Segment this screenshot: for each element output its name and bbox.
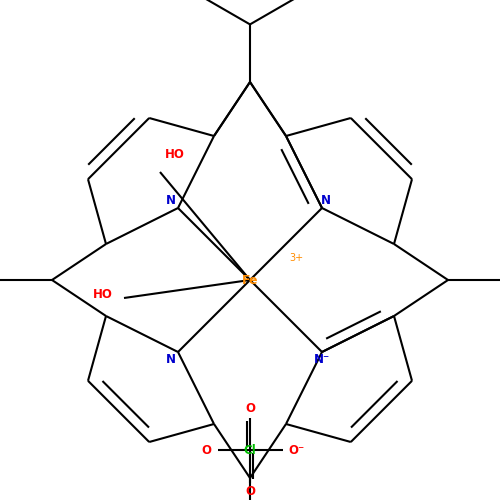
Text: O: O <box>245 485 255 498</box>
Text: N: N <box>166 352 176 366</box>
Text: HO: HO <box>164 148 184 160</box>
Text: N⁻: N⁻ <box>314 352 330 366</box>
Text: Fe: Fe <box>242 274 258 286</box>
Text: HO: HO <box>92 288 112 301</box>
Text: Cl: Cl <box>244 444 256 456</box>
Text: O: O <box>202 444 211 456</box>
Text: N: N <box>320 194 330 207</box>
Text: N: N <box>166 194 176 207</box>
Text: 3+: 3+ <box>290 254 304 264</box>
Text: O⁻: O⁻ <box>288 444 304 456</box>
Text: O: O <box>245 402 255 415</box>
